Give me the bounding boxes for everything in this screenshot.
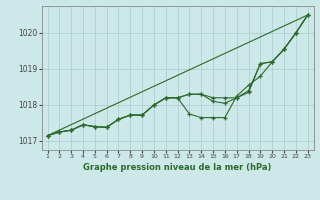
X-axis label: Graphe pression niveau de la mer (hPa): Graphe pression niveau de la mer (hPa): [84, 163, 272, 172]
